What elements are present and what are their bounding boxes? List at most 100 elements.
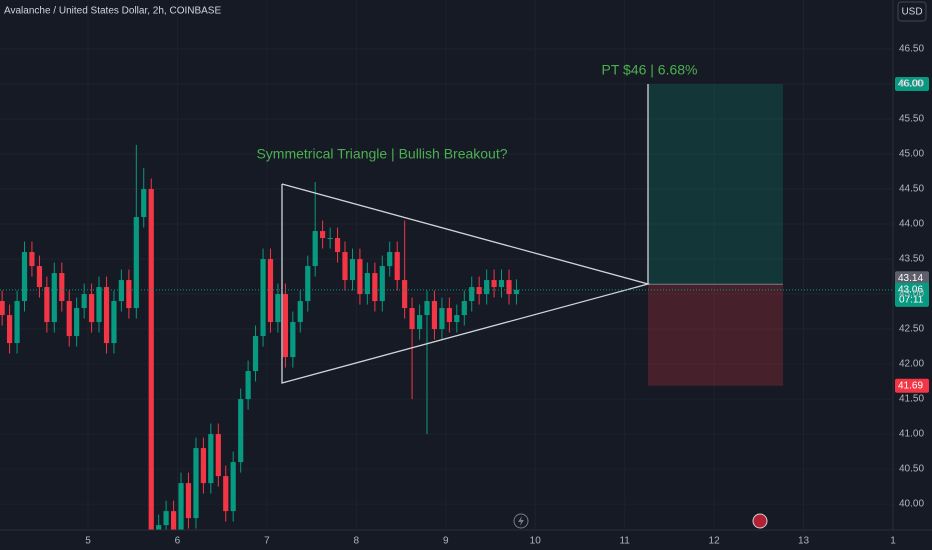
candle-body <box>506 280 512 295</box>
x-tick-label: 9 <box>443 536 449 547</box>
event-icon[interactable] <box>513 513 529 529</box>
candle-body <box>402 280 408 309</box>
candle-body <box>454 315 460 323</box>
countdown: 07:11 <box>899 294 924 305</box>
profit-zone <box>648 84 783 285</box>
candle-body <box>491 280 497 288</box>
candle-body <box>88 294 95 323</box>
candle-body <box>81 294 87 309</box>
candle-body <box>424 301 430 316</box>
candle-body <box>349 259 356 281</box>
candle-body <box>59 273 65 302</box>
price-badge-label: 46.00 <box>898 79 923 90</box>
event-icon-bolt <box>518 516 524 526</box>
y-tick-label: 44.00 <box>899 219 924 230</box>
candle-body <box>96 287 102 323</box>
candle-body <box>51 273 57 323</box>
candle-body <box>260 259 266 337</box>
candle-body <box>297 301 303 323</box>
candle-body <box>141 189 147 218</box>
candle-body <box>245 371 251 400</box>
candle-body <box>513 289 520 295</box>
price-badge <box>895 378 929 393</box>
candle-body <box>6 315 13 344</box>
candle-body <box>21 252 28 302</box>
candle-body <box>387 252 393 267</box>
y-tick-label: 45.50 <box>899 114 924 125</box>
event-flag[interactable] <box>752 513 768 529</box>
candle-body <box>334 238 341 253</box>
candle-body <box>476 287 482 295</box>
position-label: PT $46 | 6.68% <box>602 62 698 78</box>
candle-body <box>305 266 311 302</box>
candle-body <box>282 294 289 358</box>
x-tick-label: 12 <box>709 536 721 547</box>
candle-body <box>439 308 445 330</box>
candle-body <box>163 511 169 526</box>
candle-body <box>379 266 385 302</box>
y-tick-label: 40.00 <box>899 499 924 510</box>
pattern-label: Symmetrical Triangle | Bullish Breakout? <box>256 146 507 162</box>
y-tick-label: 46.50 <box>899 44 924 55</box>
x-tick-label: 10 <box>530 536 542 547</box>
candle-body <box>118 280 124 302</box>
candle-body <box>320 231 326 239</box>
candle-body <box>133 217 139 309</box>
symbol-title: Avalanche / United States Dollar, 2h, CO… <box>4 6 221 17</box>
candle-body <box>185 483 192 519</box>
candle-body <box>156 525 162 530</box>
candle-body <box>223 476 229 512</box>
candle-body <box>484 280 490 295</box>
y-tick-label: 41.00 <box>899 429 924 440</box>
y-tick-label: 43.50 <box>899 254 924 265</box>
price-badge-label: 43.14 <box>898 273 923 284</box>
candle-body <box>461 301 467 316</box>
candle-body <box>230 462 236 512</box>
currency-label[interactable]: USD <box>901 7 922 18</box>
y-tick-label: 41.50 <box>899 394 924 405</box>
candle-body <box>36 266 43 288</box>
candle-body <box>29 252 35 267</box>
x-tick-label: 8 <box>354 536 360 547</box>
candle-body <box>290 322 296 358</box>
candle-body <box>66 301 72 337</box>
candle-body <box>44 287 50 323</box>
x-tick-label: 1 <box>890 536 896 547</box>
price-badge <box>895 271 929 286</box>
currency-button[interactable] <box>897 1 927 22</box>
y-tick-label: 45.00 <box>899 149 924 160</box>
price-badge-label: 41.69 <box>898 380 923 391</box>
candle-body <box>238 399 244 463</box>
candle-body <box>342 252 348 281</box>
y-tick-label: 42.50 <box>899 324 924 335</box>
candle-body <box>372 273 378 302</box>
candle-body <box>357 259 363 295</box>
x-tick-label: 6 <box>175 536 181 547</box>
candle-body <box>0 301 5 316</box>
candle-body <box>498 280 505 288</box>
x-tick-label: 11 <box>619 536 630 547</box>
x-tick-label: 7 <box>264 536 270 547</box>
loss-zone <box>648 284 783 386</box>
candle-body <box>193 448 199 519</box>
price-badge <box>895 282 929 307</box>
position-tool <box>647 84 783 386</box>
y-tick-label: 44.50 <box>899 184 924 195</box>
x-tick-label: 5 <box>85 536 91 547</box>
candle-body <box>148 189 154 530</box>
triangle <box>281 183 651 384</box>
y-tick-label: 40.50 <box>899 464 924 475</box>
candle-body <box>446 308 452 323</box>
candle-body <box>267 259 274 323</box>
candle-body <box>208 434 214 484</box>
candle-body <box>416 315 423 330</box>
candle-body <box>275 294 281 323</box>
candle-body <box>215 434 221 477</box>
candle-body <box>431 301 438 330</box>
candle-body <box>469 287 475 302</box>
candles <box>0 144 520 530</box>
candle-body <box>103 287 110 344</box>
candle-body <box>74 308 80 337</box>
candle-body <box>409 308 415 330</box>
